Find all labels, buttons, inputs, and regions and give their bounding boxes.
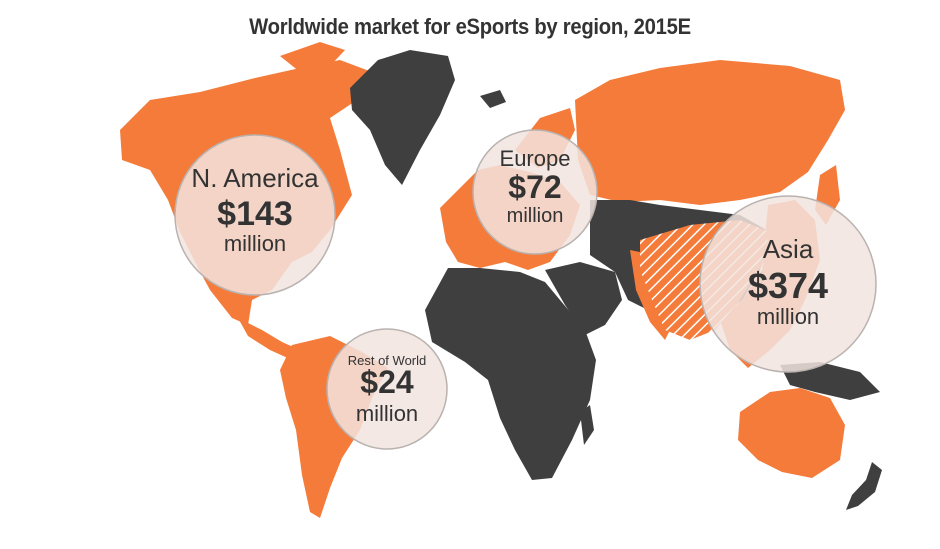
bubble-region-label-na: N. America	[191, 163, 319, 193]
bubble-unit-label-asia: million	[757, 304, 819, 329]
bubble-region-label-eu: Europe	[500, 146, 571, 171]
russia-land	[575, 60, 845, 205]
bubble-circle-eu	[472, 129, 598, 255]
bubble-region-label-row: Rest of World	[348, 353, 427, 368]
greenland-land	[350, 50, 455, 185]
central-america-land	[238, 318, 300, 360]
bubble-region-label-asia: Asia	[763, 234, 814, 264]
southeast-asia-islands-land	[780, 362, 880, 400]
bubble-unit-label-row: million	[356, 401, 418, 426]
madagascar-land	[580, 405, 594, 445]
canada-islands-land	[280, 42, 345, 72]
bubble-unit-label-na: million	[224, 231, 286, 256]
new-zealand-land	[846, 462, 882, 510]
bubble-value-label-na: $143	[217, 195, 293, 233]
bubble-circle-na	[174, 134, 336, 296]
middle-east-land	[545, 262, 622, 335]
iceland-land	[480, 90, 506, 108]
bubble-value-label-eu: $72	[508, 169, 561, 205]
bubble-value-label-asia: $374	[748, 265, 828, 306]
australia-land	[738, 388, 845, 478]
chart-title: Worldwide market for eSports by region, …	[249, 14, 691, 39]
bubble-value-label-row: $24	[360, 364, 414, 400]
africa-land	[425, 268, 596, 480]
bubble-circle-row	[326, 328, 448, 450]
bubble-unit-label-eu: million	[507, 205, 564, 227]
bubble-circle-asia	[699, 195, 877, 373]
